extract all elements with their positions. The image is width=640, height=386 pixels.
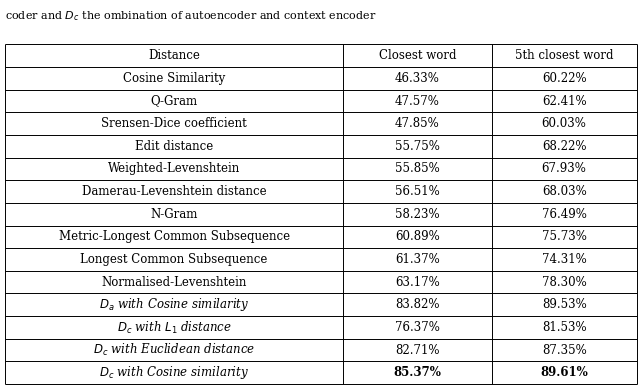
Text: 58.23%: 58.23% xyxy=(395,208,440,221)
Text: $D_c$ with $L_1$ distance: $D_c$ with $L_1$ distance xyxy=(116,319,232,335)
Text: Damerau-Levenshtein distance: Damerau-Levenshtein distance xyxy=(82,185,266,198)
Text: 67.93%: 67.93% xyxy=(541,163,587,176)
Text: 68.22%: 68.22% xyxy=(542,140,586,153)
Text: Closest word: Closest word xyxy=(378,49,456,62)
Text: 55.75%: 55.75% xyxy=(395,140,440,153)
Text: 89.61%: 89.61% xyxy=(540,366,588,379)
Text: 74.31%: 74.31% xyxy=(542,253,586,266)
Text: 89.53%: 89.53% xyxy=(542,298,586,312)
Text: $D_c$ with Euclidean distance: $D_c$ with Euclidean distance xyxy=(93,342,255,358)
Text: 46.33%: 46.33% xyxy=(395,72,440,85)
Text: 61.37%: 61.37% xyxy=(395,253,440,266)
Text: 60.22%: 60.22% xyxy=(542,72,586,85)
Text: $D_a$ with Cosine similarity: $D_a$ with Cosine similarity xyxy=(99,296,250,313)
Text: 75.73%: 75.73% xyxy=(541,230,587,244)
Text: 47.85%: 47.85% xyxy=(395,117,440,130)
Text: Edit distance: Edit distance xyxy=(135,140,213,153)
Text: 76.37%: 76.37% xyxy=(395,321,440,334)
Text: 81.53%: 81.53% xyxy=(542,321,586,334)
Text: 68.03%: 68.03% xyxy=(542,185,586,198)
Text: 82.71%: 82.71% xyxy=(395,344,440,357)
Text: 83.82%: 83.82% xyxy=(395,298,440,312)
Text: 47.57%: 47.57% xyxy=(395,95,440,108)
Text: 5th closest word: 5th closest word xyxy=(515,49,613,62)
Text: Normalised-Levenshtein: Normalised-Levenshtein xyxy=(101,276,247,289)
Text: 87.35%: 87.35% xyxy=(542,344,586,357)
Text: Cosine Similarity: Cosine Similarity xyxy=(123,72,225,85)
Text: Weighted-Levenshtein: Weighted-Levenshtein xyxy=(108,163,240,176)
Text: Srensen-Dice coefficient: Srensen-Dice coefficient xyxy=(101,117,247,130)
Text: 62.41%: 62.41% xyxy=(542,95,586,108)
Text: 60.03%: 60.03% xyxy=(541,117,587,130)
Text: Metric-Longest Common Subsequence: Metric-Longest Common Subsequence xyxy=(58,230,290,244)
Text: Distance: Distance xyxy=(148,49,200,62)
Text: Q-Gram: Q-Gram xyxy=(150,95,198,108)
Text: coder and $D_c$ the ombination of autoencoder and context encoder: coder and $D_c$ the ombination of autoen… xyxy=(5,10,377,24)
Text: 60.89%: 60.89% xyxy=(395,230,440,244)
Text: Longest Common Subsequence: Longest Common Subsequence xyxy=(81,253,268,266)
Text: N-Gram: N-Gram xyxy=(150,208,198,221)
Text: 76.49%: 76.49% xyxy=(541,208,587,221)
Text: 85.37%: 85.37% xyxy=(394,366,441,379)
Text: 78.30%: 78.30% xyxy=(542,276,586,289)
Text: 63.17%: 63.17% xyxy=(395,276,440,289)
Text: 55.85%: 55.85% xyxy=(395,163,440,176)
Text: $D_c$ with Cosine similarity: $D_c$ with Cosine similarity xyxy=(99,364,249,381)
Text: 56.51%: 56.51% xyxy=(395,185,440,198)
